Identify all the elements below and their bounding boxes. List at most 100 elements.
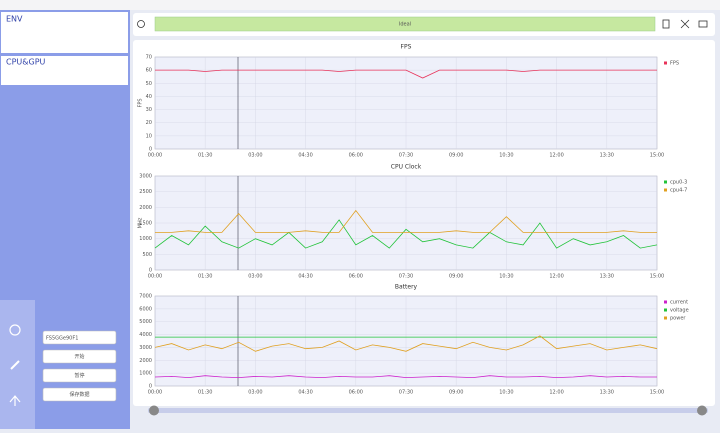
series-line (154, 335, 658, 352)
y-tick-label: 70 (146, 55, 152, 61)
legend-swatch (664, 300, 667, 304)
legend-label: cpu4-7 (670, 188, 687, 194)
legend-swatch (664, 61, 667, 65)
x-tick-label: 03:00 (248, 274, 262, 280)
chart-title: FPS (401, 44, 412, 51)
x-tick-label: 03:00 (248, 153, 262, 159)
x-tick-label: 12:00 (549, 390, 563, 396)
button[interactable] (42, 349, 117, 364)
x-tick-label: 00:00 (148, 390, 162, 396)
y-tick-label: 2000 (139, 205, 152, 211)
status-bar (154, 16, 656, 32)
x-tick-label: 07:30 (399, 390, 413, 396)
y-tick-label: 10 (146, 133, 152, 139)
button[interactable] (42, 368, 117, 383)
y-tick-label: 20 (146, 120, 152, 126)
legend-label: current (670, 300, 688, 306)
y-tick-label: 500 (142, 252, 152, 258)
x-tick-label: 12:00 (549, 153, 563, 159)
x-tick-label: 06:00 (349, 153, 363, 159)
env-title: ENV (6, 15, 23, 24)
legend-swatch (664, 308, 667, 312)
x-tick-label: 04:30 (298, 153, 312, 159)
y-tick-label: 5000 (139, 319, 152, 325)
x-tick-label: 00:00 (148, 274, 162, 280)
chart-title: CPU Clock (391, 164, 422, 171)
play-icon[interactable] (137, 20, 145, 28)
settings-icon[interactable] (10, 360, 20, 370)
y-axis-label: FPS (138, 98, 144, 107)
add-icon[interactable] (9, 324, 21, 336)
y-tick-label: 2000 (139, 358, 152, 364)
chart-title: Battery (395, 284, 418, 291)
folder-icon[interactable] (698, 20, 708, 28)
x-tick-label: 03:00 (248, 390, 262, 396)
series-line (155, 209, 657, 233)
x-tick-label: 09:00 (449, 390, 463, 396)
x-tick-label: 15:00 (650, 390, 664, 396)
button[interactable] (42, 387, 117, 402)
save-icon[interactable] (662, 19, 670, 29)
x-tick-label: 04:30 (298, 390, 312, 396)
x-tick-label: 13:30 (600, 274, 614, 280)
y-tick-label: 0 (149, 268, 152, 274)
x-tick-label: 09:00 (449, 153, 463, 159)
button-label: 暂停 (74, 372, 84, 379)
y-tick-label: 0 (149, 384, 152, 390)
x-tick-label: 01:30 (198, 390, 212, 396)
x-tick-label: 09:00 (449, 274, 463, 280)
x-tick-label: 10:30 (499, 153, 513, 159)
legend-label: cpu0-3 (670, 180, 687, 186)
title-bar (0, 0, 720, 10)
slider-handle-right[interactable] (697, 405, 707, 416)
legend-swatch (664, 180, 667, 184)
x-tick-label: 13:30 (600, 153, 614, 159)
y-tick-label: 4000 (139, 332, 152, 338)
legend-label: voltage (670, 308, 689, 314)
cpu-gpu-panel (1, 56, 128, 85)
legend-swatch (664, 316, 667, 320)
y-tick-label: 1500 (139, 221, 152, 227)
y-tick-label: 30 (146, 107, 152, 113)
y-tick-label: 60 (146, 68, 152, 74)
icon-rail (0, 300, 35, 429)
button-label: 开始 (74, 353, 84, 360)
x-tick-label: 13:30 (600, 390, 614, 396)
series-line (154, 375, 657, 379)
y-tick-label: 2500 (139, 189, 152, 195)
device-select-text: FS5GGe90F1 (46, 336, 78, 342)
legend-label: power (670, 316, 686, 322)
series-line (155, 69, 657, 79)
x-tick-label: 15:00 (650, 153, 664, 159)
cut-icon[interactable] (680, 19, 690, 29)
slider-handle-left[interactable] (149, 405, 159, 416)
slider-track (148, 408, 708, 413)
y-tick-label: 40 (146, 94, 152, 100)
legend-label: FPS (670, 61, 679, 67)
status-text: Ideal (399, 22, 411, 28)
y-tick-label: 1000 (139, 236, 152, 242)
x-tick-label: 01:30 (198, 153, 212, 159)
cpu-gpu-title: CPU&GPU (6, 58, 46, 67)
upload-icon[interactable] (9, 395, 21, 406)
x-tick-label: 00:00 (148, 153, 162, 159)
legend-swatch (664, 188, 667, 192)
x-tick-label: 10:30 (499, 274, 513, 280)
env-panel (1, 12, 128, 53)
x-tick-label: 01:30 (198, 274, 212, 280)
y-tick-label: 6000 (139, 306, 152, 312)
x-tick-label: 04:30 (298, 274, 312, 280)
y-tick-label: 3000 (139, 345, 152, 351)
x-tick-label: 07:30 (399, 274, 413, 280)
x-tick-label: 06:00 (349, 390, 363, 396)
x-tick-label: 07:30 (399, 153, 413, 159)
device-select[interactable] (42, 330, 117, 345)
x-tick-label: 12:00 (549, 274, 563, 280)
y-tick-label: 50 (146, 81, 152, 87)
button-label: 保存数据 (69, 391, 89, 398)
y-tick-label: 1000 (139, 371, 152, 377)
x-tick-label: 10:30 (499, 390, 513, 396)
x-tick-label: 06:00 (349, 274, 363, 280)
